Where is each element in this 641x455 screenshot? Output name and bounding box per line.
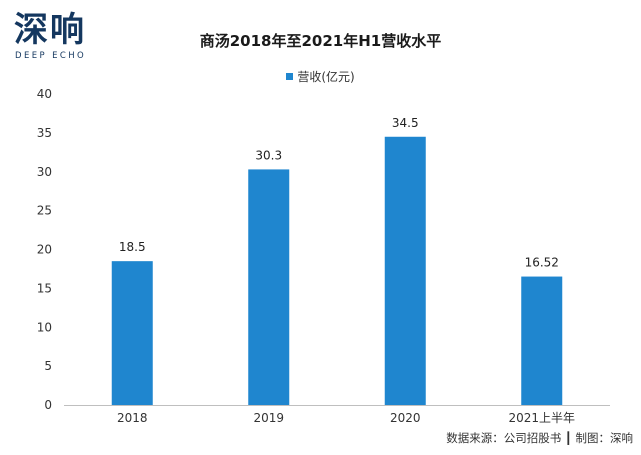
bar-2019 (248, 169, 290, 405)
source-note: 数据来源：公司招股书 ┃ 制图：深响 (446, 431, 633, 445)
chart-legend: 营收(亿元) (0, 68, 641, 85)
y-tick-label-0: 0 (44, 398, 52, 412)
x-tick-label-2021上半年: 2021上半年 (508, 411, 575, 425)
bar-2020 (384, 136, 426, 405)
y-tick-label-25: 25 (37, 204, 52, 218)
y-tick-label-15: 15 (37, 281, 52, 295)
y-tick-label-5: 5 (44, 359, 52, 373)
y-tick-label-30: 30 (37, 165, 52, 179)
brand-logo: 深响 DEEP ECHO (14, 10, 100, 66)
data-label-2020: 34.5 (392, 116, 419, 130)
legend-swatch (286, 73, 294, 80)
data-label-2019: 30.3 (255, 148, 282, 162)
x-tick-label-2018: 2018 (117, 411, 148, 425)
logo-wordmark: 深响 (14, 10, 86, 50)
y-tick-label-35: 35 (37, 126, 52, 140)
x-tick-label-2019: 2019 (253, 411, 284, 425)
bar-2021上半年 (521, 276, 563, 405)
data-label-2021上半年: 16.52 (525, 256, 559, 270)
data-label-2018: 18.5 (119, 240, 146, 254)
logo-subtitle: DEEP ECHO (15, 51, 87, 61)
chart-title: 商汤2018年至2021年H1营收水平 (199, 32, 442, 50)
legend-label: 营收(亿元) (297, 70, 355, 84)
y-tick-label-40: 40 (37, 87, 52, 101)
y-tick-label-20: 20 (37, 243, 52, 257)
bar-2018 (111, 261, 153, 405)
y-tick-label-10: 10 (37, 320, 52, 334)
x-tick-label-2020: 2020 (390, 411, 421, 425)
